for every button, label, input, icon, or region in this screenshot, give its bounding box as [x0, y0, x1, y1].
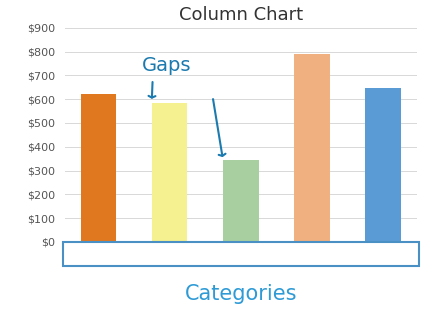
Text: Gaps: Gaps: [142, 56, 192, 75]
Title: Column Chart: Column Chart: [179, 6, 303, 24]
X-axis label: Categories: Categories: [184, 284, 297, 304]
Bar: [152, 103, 187, 242]
FancyBboxPatch shape: [63, 242, 419, 266]
Bar: [294, 54, 330, 242]
Bar: [80, 95, 116, 242]
Bar: [223, 160, 258, 242]
Bar: [366, 88, 401, 242]
